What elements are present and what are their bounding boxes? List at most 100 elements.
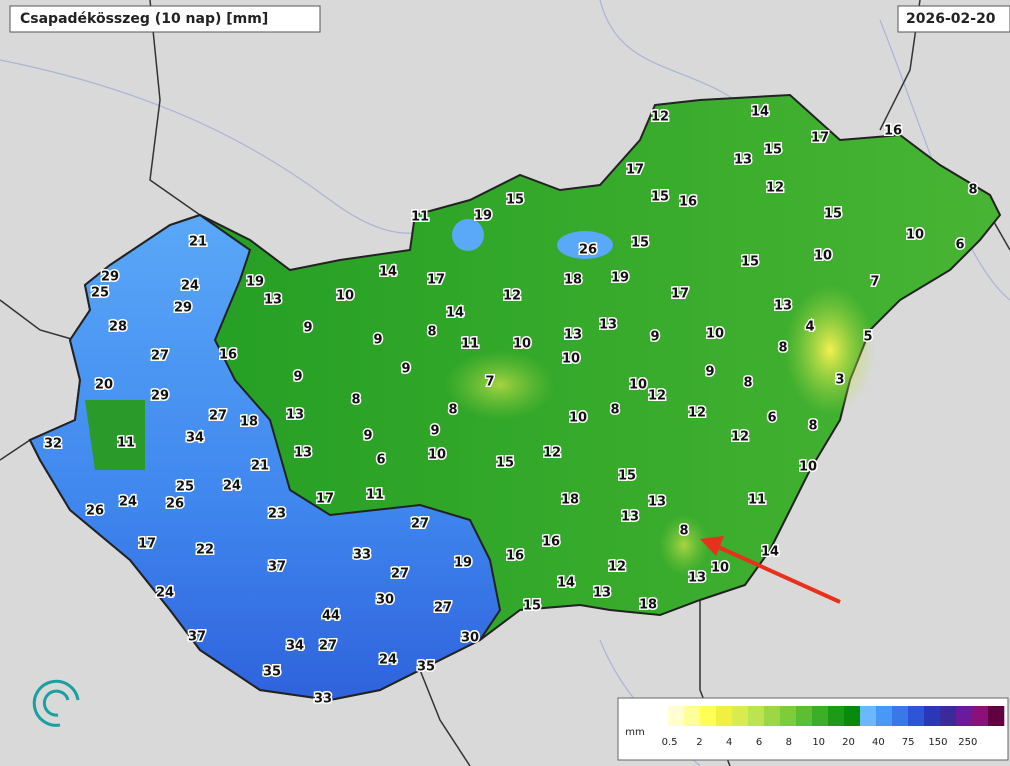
station-value: 17 [626,163,644,178]
station-value: 13 [688,571,706,586]
station-value: 12 [731,430,749,445]
station-value: 35 [417,660,435,675]
station-value: 15 [741,255,759,270]
station-value: 15 [651,190,669,205]
station-value: 15 [618,469,636,484]
legend-label: 250 [958,737,977,748]
station-value: 33 [314,692,332,707]
station-value: 15 [523,599,541,614]
station-value: 37 [188,630,206,645]
station-value: 12 [648,389,666,404]
station-value: 7 [485,375,494,390]
legend-swatch [940,706,957,726]
station-value: 18 [561,493,579,508]
station-value: 27 [319,639,337,654]
legend-label: 40 [872,737,885,748]
station-value: 11 [748,493,766,508]
legend-swatch [892,706,909,726]
station-value: 21 [251,459,269,474]
legend-swatch [956,706,973,726]
legend-swatch [924,706,941,726]
station-value: 8 [968,183,977,198]
station-value: 15 [824,207,842,222]
wet-patch [557,231,613,259]
station-value: 11 [117,436,135,451]
legend-swatch [860,706,877,726]
station-value: 9 [303,321,312,336]
station-value: 16 [679,195,697,210]
dry-area [659,515,709,575]
station-value: 18 [564,273,582,288]
legend-label: 150 [928,737,947,748]
dry-area [785,285,875,415]
legend-label: 6 [756,737,762,748]
station-value: 12 [651,110,669,125]
station-value: 15 [631,236,649,251]
station-value: 23 [268,507,286,522]
station-value: 24 [119,495,137,510]
station-value: 10 [814,249,832,264]
station-value: 27 [411,517,429,532]
legend-swatch [732,706,749,726]
country-blue [28,213,502,702]
station-value: 18 [240,415,258,430]
station-value: 44 [322,609,340,624]
station-value: 11 [411,210,429,225]
station-value: 10 [906,228,924,243]
station-value: 27 [209,409,227,424]
station-value: 14 [761,545,779,560]
legend-label: 75 [902,737,915,748]
station-value: 7 [870,275,879,290]
legend-label: 4 [726,737,732,748]
station-value: 29 [174,301,192,316]
station-value: 10 [569,411,587,426]
legend-swatch [764,706,781,726]
station-value: 9 [705,365,714,380]
legend-swatch [780,706,797,726]
station-value: 25 [176,480,194,495]
legend-swatch [652,706,669,726]
station-value: 34 [186,431,204,446]
station-value: 14 [751,105,769,120]
station-value: 24 [379,653,397,668]
station-value: 15 [506,193,524,208]
station-value: 13 [648,495,666,510]
legend-unit: mm [625,727,644,738]
station-value: 16 [884,124,902,139]
station-value: 10 [428,448,446,463]
station-value: 14 [379,265,397,280]
station-value: 37 [268,560,286,575]
station-value: 35 [263,665,281,680]
legend-swatch [828,706,845,726]
legend-label: 10 [812,737,825,748]
station-value: 26 [579,243,597,258]
station-value: 16 [542,535,560,550]
legend-swatch [844,706,861,726]
station-value: 13 [734,153,752,168]
legend-swatch [796,706,813,726]
station-value: 6 [767,411,776,426]
station-value: 17 [316,492,334,507]
station-value: 11 [461,337,479,352]
station-value: 8 [610,403,619,418]
station-value: 10 [336,289,354,304]
station-value: 17 [138,537,156,552]
station-value: 4 [805,320,814,335]
station-value: 13 [294,446,312,461]
station-value: 10 [706,327,724,342]
station-value: 26 [86,504,104,519]
legend-swatch [716,706,733,726]
legend-label: 20 [842,737,855,748]
station-value: 13 [264,293,282,308]
station-value: 8 [448,403,457,418]
station-value: 9 [430,424,439,439]
station-value: 3 [835,373,844,388]
logo [32,679,80,727]
station-value: 13 [564,328,582,343]
station-value: 10 [562,352,580,367]
station-value: 10 [629,378,647,393]
station-value: 17 [427,273,445,288]
station-value: 30 [376,593,394,608]
station-value: 11 [366,488,384,503]
station-value: 22 [196,543,214,558]
